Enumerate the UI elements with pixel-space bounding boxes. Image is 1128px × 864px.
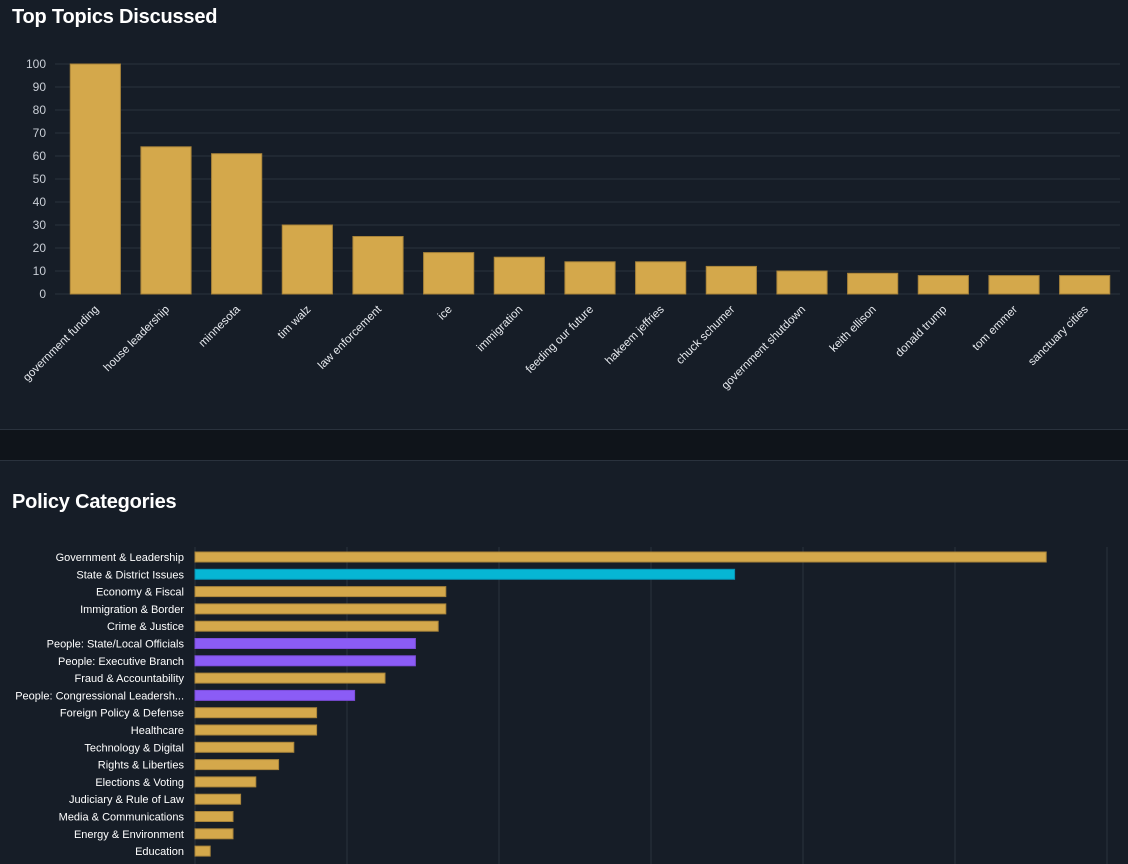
category-label: Technology & Digital xyxy=(84,742,184,754)
bar-economy-fiscal[interactable] xyxy=(194,586,447,598)
bar-house-leadership[interactable] xyxy=(140,146,192,295)
bar-judiciary-rule-of-law[interactable] xyxy=(194,793,242,805)
bar-minnesota[interactable] xyxy=(211,153,263,295)
x-tick-label: law enforcement xyxy=(316,303,385,372)
bar-tim-walz[interactable] xyxy=(281,224,333,295)
category-label: State & District Issues xyxy=(76,569,184,581)
y-tick-label: 60 xyxy=(33,149,47,163)
y-tick-label: 100 xyxy=(26,57,46,71)
x-tick-label: house leadership xyxy=(102,304,172,374)
bar-donald-trump[interactable] xyxy=(917,275,969,295)
bar-hakeem-jeffries[interactable] xyxy=(635,261,687,295)
bar-media-communications[interactable] xyxy=(194,811,234,822)
bar-healthcare[interactable] xyxy=(194,724,318,736)
bar-government-leadership[interactable] xyxy=(194,551,1047,563)
bar-feeding-our-future[interactable] xyxy=(564,261,616,295)
x-tick-label: ice xyxy=(436,304,455,323)
bar-tom-emmer[interactable] xyxy=(988,275,1040,295)
y-tick-label: 50 xyxy=(33,172,47,186)
y-tick-label: 80 xyxy=(33,103,47,117)
bar-keith-ellison[interactable] xyxy=(847,272,899,295)
bar-ice[interactable] xyxy=(423,252,475,295)
category-label: Crime & Justice xyxy=(107,621,184,633)
category-label: Fraud & Accountability xyxy=(75,673,185,685)
x-tick-label: government shutdown xyxy=(720,304,808,392)
category-label: Foreign Policy & Defense xyxy=(60,708,184,720)
category-label: Government & Leadership xyxy=(56,552,184,564)
category-label: People: Congressional Leadersh... xyxy=(15,690,184,702)
category-label: People: Executive Branch xyxy=(58,656,184,668)
x-tick-label: tom emmer xyxy=(971,304,1021,354)
x-tick-label: feeding our future xyxy=(524,304,596,376)
bar-crime-justice[interactable] xyxy=(194,620,439,632)
bar-education[interactable] xyxy=(194,845,211,857)
bar-chuck-schumer[interactable] xyxy=(705,265,757,295)
bar-government-funding[interactable] xyxy=(69,63,121,295)
bar-fraud-accountability[interactable] xyxy=(194,672,386,684)
category-label: Rights & Liberties xyxy=(98,760,185,772)
bar-people-executive-branch[interactable] xyxy=(194,655,416,667)
y-tick-label: 90 xyxy=(33,80,47,94)
bar-state-district-issues[interactable] xyxy=(194,568,736,580)
policy-categories-chart: Government & Leadership State & District … xyxy=(15,547,1108,864)
category-label: Energy & Environment xyxy=(74,829,184,841)
x-tick-label: minnesota xyxy=(197,303,243,349)
x-tick-label: donald trump xyxy=(894,304,950,360)
y-tick-label: 30 xyxy=(33,218,47,232)
category-label: Immigration & Border xyxy=(80,604,184,616)
bar-people-state-local-officials[interactable] xyxy=(194,638,416,649)
bar-rights-liberties[interactable] xyxy=(194,759,280,771)
y-tick-label: 10 xyxy=(33,264,47,278)
bar-people-congressional-leadersh-[interactable] xyxy=(194,689,356,701)
category-label: Healthcare xyxy=(131,725,184,737)
panel-divider xyxy=(0,430,1128,461)
x-tick-label: tim walz xyxy=(276,303,314,341)
bar-sanctuary-cities[interactable] xyxy=(1059,275,1111,295)
policy-categories-title: Policy Categories xyxy=(12,491,177,513)
category-label: Education xyxy=(135,846,184,858)
x-tick-label: keith ellison xyxy=(828,304,879,355)
top-topics-chart: 0 10 20 30 40 50 60 70 80 90 100 government funding… xyxy=(21,57,1120,392)
y-tick-label: 40 xyxy=(33,195,47,209)
bar-technology-digital[interactable] xyxy=(194,741,295,753)
policy-categories-panel: Policy Categories Government & Leadershi… xyxy=(0,461,1128,864)
bar-energy-environment[interactable] xyxy=(194,828,234,840)
top-topics-panel: Top Topics Discussed 0 10 20 30 40 50 60 70 80 90… xyxy=(0,0,1128,430)
bar-elections-voting[interactable] xyxy=(194,776,257,788)
x-tick-label: immigration xyxy=(475,304,526,355)
y-tick-label: 0 xyxy=(39,287,46,301)
x-tick-label: government funding xyxy=(21,304,101,384)
bar-government-shutdown[interactable] xyxy=(776,270,828,295)
top-topics-title: Top Topics Discussed xyxy=(12,6,218,28)
category-label: Media & Communications xyxy=(59,812,185,824)
category-label: Elections & Voting xyxy=(95,777,184,789)
x-tick-label: sanctuary cities xyxy=(1026,303,1091,368)
category-label: Economy & Fiscal xyxy=(96,587,184,599)
y-tick-label: 20 xyxy=(33,241,47,255)
bar-immigration-border[interactable] xyxy=(194,603,447,615)
bar-law-enforcement[interactable] xyxy=(352,236,404,295)
bar-immigration[interactable] xyxy=(493,256,545,295)
bar-foreign-policy-defense[interactable] xyxy=(194,707,318,719)
x-tick-label: hakeem jeffries xyxy=(603,303,667,367)
category-label: Judiciary & Rule of Law xyxy=(69,794,184,806)
y-tick-label: 70 xyxy=(33,126,47,140)
category-label: People: State/Local Officials xyxy=(47,639,185,651)
x-tick-label: chuck schumer xyxy=(674,304,737,367)
